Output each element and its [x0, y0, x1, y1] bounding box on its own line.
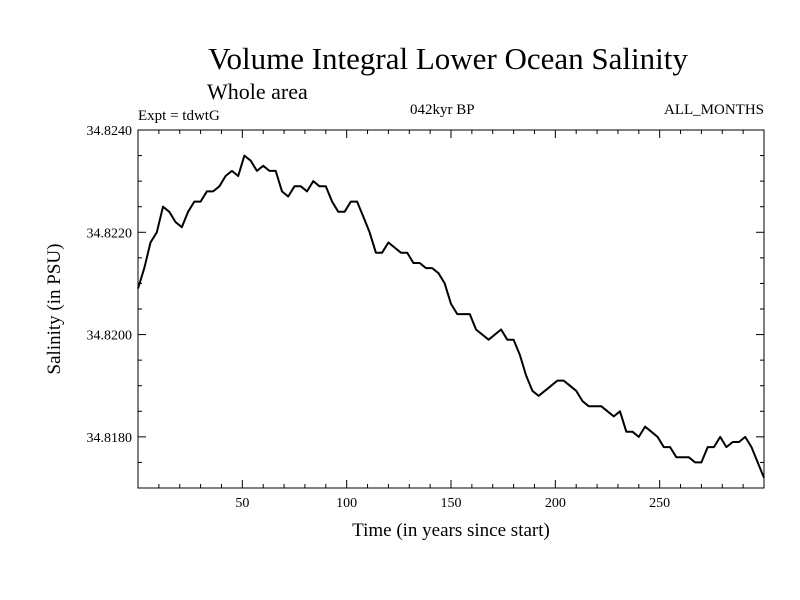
- tick-labels: 50 100 150 200 250 34.8180 34.8200 34.8220 34.82…: [87, 124, 671, 511]
- months-label: ALL_MONTHS: [664, 102, 764, 118]
- chart-subtitle: Whole area: [207, 79, 308, 104]
- x-axis-label: Time (in years since start): [352, 520, 550, 541]
- chart-title: Volume Integral Lower Ocean Salinity: [208, 41, 688, 76]
- y-axis-label: Salinity (in PSU): [44, 244, 65, 375]
- experiment-label: Expt = tdwtG: [138, 108, 220, 124]
- x-tick-label: 50: [235, 496, 249, 511]
- y-tick-label: 34.8180: [87, 431, 133, 446]
- y-tick-label: 34.8220: [87, 226, 133, 241]
- x-tick-label: 150: [441, 496, 462, 511]
- plot-frame: [137, 129, 765, 489]
- period-label: 042kyr BP: [410, 102, 475, 118]
- axis-ticks: [138, 130, 764, 488]
- x-tick-label: 250: [649, 496, 670, 511]
- x-tick-label: 200: [545, 496, 566, 511]
- x-tick-label: 100: [336, 496, 357, 511]
- y-tick-label: 34.8200: [87, 329, 133, 344]
- y-tick-label: 34.8240: [87, 124, 133, 139]
- salinity-series-line: [137, 154, 765, 479]
